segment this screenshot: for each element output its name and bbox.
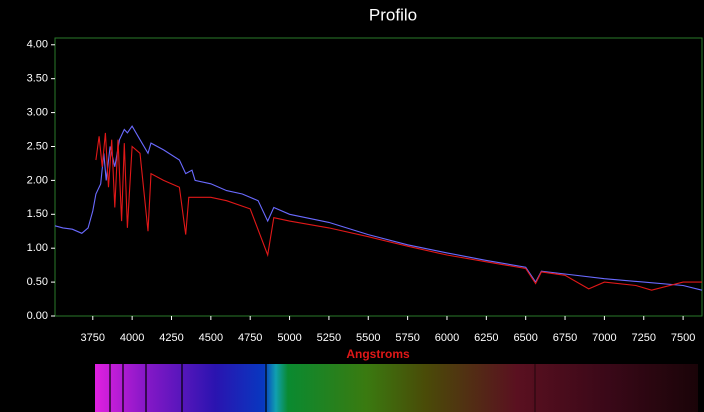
x-tick-label: 7250 — [632, 332, 656, 344]
x-tick-label: 6500 — [513, 332, 537, 344]
y-tick-label: 2.50 — [27, 140, 48, 152]
y-tick-label: 0.00 — [27, 310, 48, 322]
x-tick-label: 4750 — [238, 332, 262, 344]
x-tick-label: 5000 — [277, 332, 301, 344]
x-tick-label: 4500 — [199, 332, 223, 344]
x-tick-label: 5500 — [356, 332, 380, 344]
x-tick-label: 4250 — [159, 332, 183, 344]
y-tick-label: 4.00 — [27, 39, 48, 51]
y-tick-label: 3.50 — [27, 73, 48, 85]
y-tick-label: 1.50 — [27, 208, 48, 220]
x-tick-label: 5250 — [317, 332, 341, 344]
spectrum-lines — [109, 364, 536, 412]
spectrum-strip — [95, 364, 698, 412]
x-tick-label: 6750 — [553, 332, 577, 344]
chart-title: Profilo — [369, 5, 417, 24]
y-tick-label: 3.00 — [27, 106, 48, 118]
plot-frame — [54, 37, 703, 317]
x-tick-label: 6000 — [435, 332, 459, 344]
y-tick-label: 2.00 — [27, 174, 48, 186]
x-tick-label: 6250 — [474, 332, 498, 344]
y-tick-label: 0.50 — [27, 276, 48, 288]
x-tick-label: 7500 — [671, 332, 695, 344]
y-tick-label: 1.00 — [27, 242, 48, 254]
x-tick-label: 7000 — [592, 332, 616, 344]
x-tick-label: 5750 — [395, 332, 419, 344]
x-tick-label: 4000 — [120, 332, 144, 344]
x-axis-title: Angstroms — [346, 347, 410, 361]
series-line — [95, 132, 702, 291]
x-tick-label: 3750 — [81, 332, 105, 344]
series-line — [54, 125, 703, 291]
